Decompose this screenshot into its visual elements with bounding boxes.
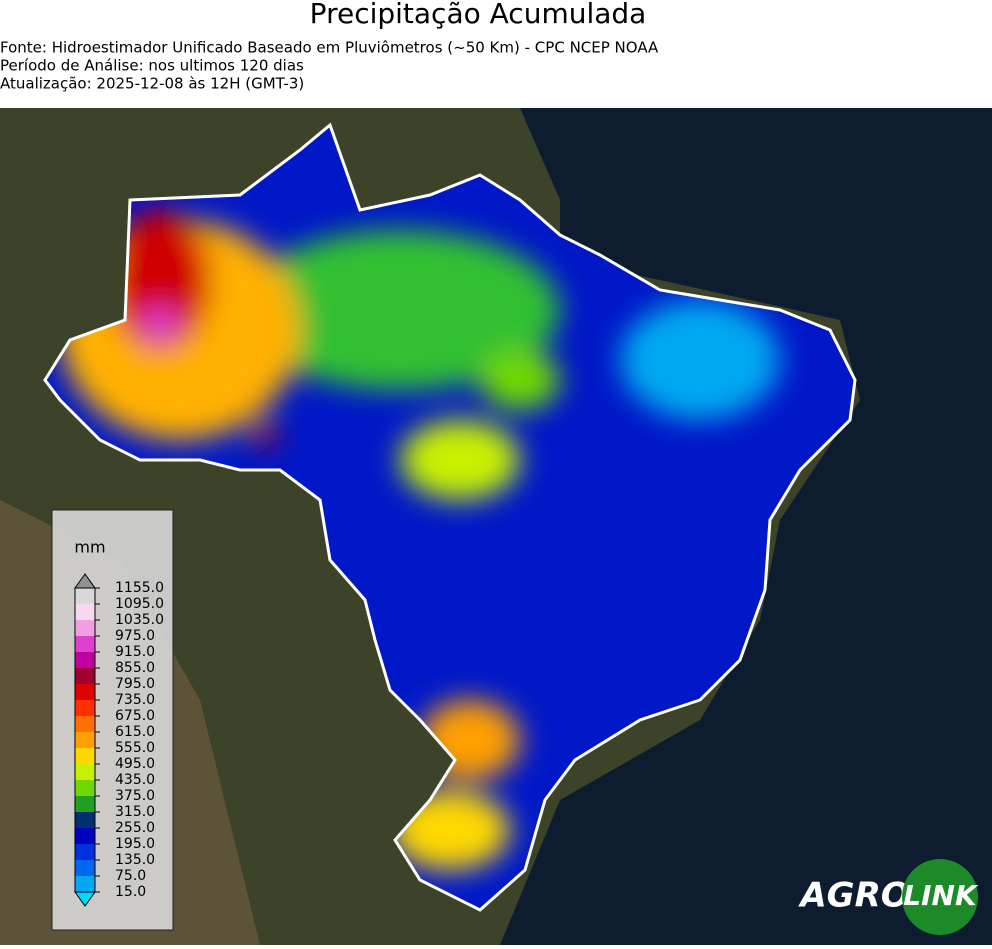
logo: AGRO LINK	[797, 859, 979, 935]
tick-label: 495.0	[115, 756, 155, 772]
tick-label: 435.0	[115, 772, 155, 788]
title: Precipitação Acumulada	[310, 0, 647, 30]
color-swatch	[75, 748, 95, 764]
color-swatch	[75, 668, 95, 684]
tick-label: 675.0	[115, 708, 155, 724]
color-swatch	[75, 636, 95, 652]
color-swatch	[75, 828, 95, 844]
tick-label: 795.0	[115, 676, 155, 692]
logo-text: AGRO	[797, 876, 909, 916]
color-swatch	[75, 716, 95, 732]
legend-box	[51, 509, 174, 931]
tick-label: 555.0	[115, 740, 155, 756]
color-swatch	[75, 652, 95, 668]
logo-text: LINK	[903, 879, 979, 912]
color-swatch	[75, 876, 95, 892]
colorbar-outline	[74, 587, 96, 893]
subtitle-line: Fonte: Hidroestimador Unificado Baseado …	[0, 39, 659, 57]
tick-label: 1035.0	[115, 612, 164, 628]
tick-label: 255.0	[115, 820, 155, 836]
color-swatch	[75, 812, 95, 828]
color-swatch	[75, 844, 95, 860]
subtitle-line: Período de Análise: nos ultimos 120 dias	[0, 57, 304, 75]
tick-label: 1155.0	[115, 580, 164, 596]
subtitle-line: Atualização: 2025-12-08 às 12H (GMT-3)	[0, 75, 304, 93]
color-swatch	[75, 796, 95, 812]
precip-field	[60, 210, 780, 870]
logo-circle	[902, 859, 978, 935]
legend-unit: mm	[74, 538, 105, 557]
tick-label: 615.0	[115, 724, 155, 740]
tick-label: 915.0	[115, 644, 155, 660]
color-swatch	[75, 764, 95, 780]
tick-label: 135.0	[115, 852, 155, 868]
color-swatch	[75, 620, 95, 636]
color-swatch	[75, 604, 95, 620]
tick-label: 315.0	[115, 804, 155, 820]
tick-label: 1095.0	[115, 596, 164, 612]
color-swatch	[75, 684, 95, 700]
color-swatch	[75, 588, 95, 604]
color-swatch	[75, 732, 95, 748]
tick-label: 75.0	[115, 868, 146, 884]
legend: mm 15.075.0135.0195.0255.0315.0375.0435.…	[51, 509, 174, 931]
color-swatch	[75, 780, 95, 796]
tick-label: 375.0	[115, 788, 155, 804]
tick-label: 15.0	[115, 884, 146, 900]
tick-label: 195.0	[115, 836, 155, 852]
tick-label: 975.0	[115, 628, 155, 644]
color-swatch	[75, 860, 95, 876]
color-swatch	[75, 700, 95, 716]
tick-label: 855.0	[115, 660, 155, 676]
tick-label: 735.0	[115, 692, 155, 708]
